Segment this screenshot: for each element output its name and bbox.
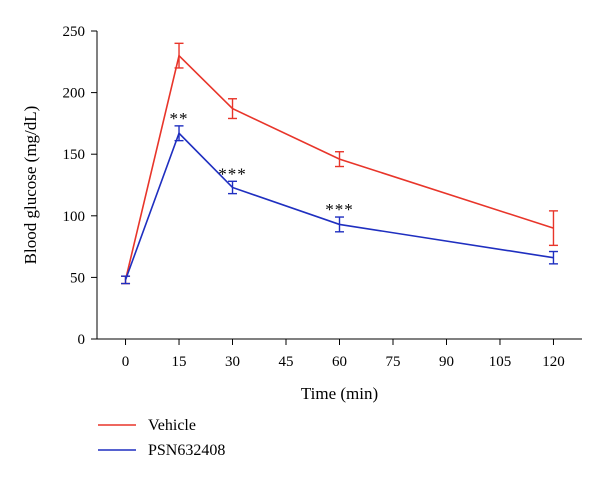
y-ticks: 0 50 100 150 200 250: [63, 24, 97, 348]
legend-label: Vehicle: [148, 417, 196, 434]
y-axis-title: Blood glucose (mg/dL): [21, 106, 40, 265]
x-tick-label: 30: [225, 354, 240, 370]
x-tick-label: 60: [332, 354, 347, 370]
series-line: [124, 54, 554, 281]
legend-label: PSN632408: [148, 442, 225, 459]
x-tick-label: 15: [172, 354, 187, 370]
x-tick-label: 120: [542, 354, 565, 370]
series-layer: [121, 42, 558, 285]
x-tick-label: 0: [122, 354, 130, 370]
error-bar: [174, 125, 184, 142]
legend-item: PSN632408: [98, 442, 225, 459]
y-tick-label: 100: [63, 209, 86, 225]
x-tick-label: 75: [385, 354, 400, 370]
series-vehicle: [121, 42, 558, 285]
significance-annotation: ***: [325, 200, 354, 219]
x-tick-label: 90: [439, 354, 454, 370]
legend: Vehicle PSN632408: [98, 417, 225, 459]
significance-annotation: ***: [218, 164, 247, 183]
y-tick-label: 150: [63, 147, 86, 163]
error-bar: [228, 180, 238, 195]
y-tick-label: 50: [70, 270, 85, 286]
y-tick-label: 0: [78, 332, 86, 348]
series-psn632408: [121, 125, 558, 285]
y-tick-label: 200: [63, 86, 86, 102]
error-bar: [335, 151, 344, 168]
x-ticks: 0 15 30 45 60 75 90 105 120: [122, 339, 565, 370]
x-axis-title: Time (min): [301, 384, 378, 403]
x-tick-label: 45: [279, 354, 294, 370]
error-bar: [228, 98, 238, 120]
legend-item: Vehicle: [98, 417, 196, 434]
axes: [96, 31, 582, 340]
y-tick-label: 250: [63, 24, 86, 40]
annotation-layer: ********: [170, 109, 354, 219]
error-bar: [174, 42, 184, 69]
error-bar: [548, 250, 558, 265]
error-bar: [121, 275, 131, 285]
error-bar: [335, 216, 344, 233]
error-bar: [548, 210, 558, 247]
significance-annotation: **: [170, 109, 189, 128]
x-tick-label: 105: [489, 354, 512, 370]
